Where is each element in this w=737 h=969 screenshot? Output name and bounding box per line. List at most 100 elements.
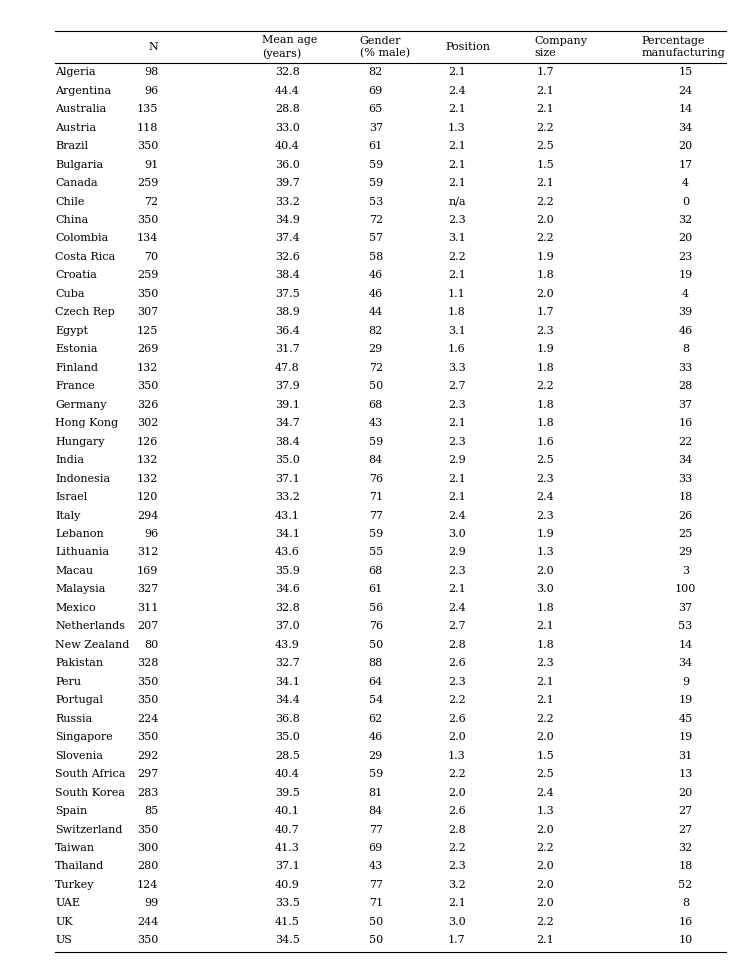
Text: 132: 132 [137, 474, 158, 484]
Text: 300: 300 [137, 843, 158, 853]
Text: Czech Rep: Czech Rep [55, 307, 115, 318]
Text: Germany: Germany [55, 399, 107, 410]
Text: 4: 4 [682, 178, 689, 188]
Text: 33: 33 [678, 474, 693, 484]
Text: 28.8: 28.8 [275, 104, 300, 114]
Text: 32: 32 [678, 843, 693, 853]
Text: 2.0: 2.0 [537, 898, 554, 909]
Text: 10: 10 [678, 935, 693, 946]
Text: 50: 50 [368, 935, 383, 946]
Text: 2.0: 2.0 [537, 880, 554, 890]
Text: Russia: Russia [55, 714, 93, 724]
Text: 32.7: 32.7 [275, 658, 300, 669]
Text: 61: 61 [368, 141, 383, 151]
Text: 59: 59 [368, 178, 383, 188]
Text: 36.0: 36.0 [275, 160, 300, 170]
Text: Lithuania: Lithuania [55, 547, 109, 557]
Text: 2.3: 2.3 [448, 861, 466, 871]
Text: 61: 61 [368, 584, 383, 594]
Text: 53: 53 [368, 197, 383, 206]
Text: 32.8: 32.8 [275, 67, 300, 78]
Text: 1.1: 1.1 [448, 289, 466, 298]
Text: 40.7: 40.7 [275, 825, 300, 834]
Text: 29: 29 [368, 751, 383, 761]
Text: 19: 19 [678, 695, 693, 705]
Text: 32.8: 32.8 [275, 603, 300, 613]
Text: 350: 350 [137, 733, 158, 742]
Text: 328: 328 [137, 658, 158, 669]
Text: 53: 53 [678, 621, 693, 632]
Text: 3.2: 3.2 [448, 880, 466, 890]
Text: Pakistan: Pakistan [55, 658, 103, 669]
Text: 52: 52 [678, 880, 693, 890]
Text: 65: 65 [368, 104, 383, 114]
Text: 33.0: 33.0 [275, 123, 300, 133]
Text: 20: 20 [678, 788, 693, 797]
Text: 46: 46 [368, 289, 383, 298]
Text: 20: 20 [678, 141, 693, 151]
Text: 33: 33 [678, 362, 693, 373]
Text: 2.1: 2.1 [448, 178, 466, 188]
Text: 2.5: 2.5 [537, 455, 554, 465]
Text: 29: 29 [678, 547, 693, 557]
Text: 16: 16 [678, 419, 693, 428]
Text: 3.3: 3.3 [448, 362, 466, 373]
Text: Mean age
(years): Mean age (years) [262, 36, 317, 58]
Text: 84: 84 [368, 806, 383, 816]
Text: 37.0: 37.0 [275, 621, 300, 632]
Text: Percentage
manufacturing: Percentage manufacturing [641, 36, 725, 58]
Text: 37.1: 37.1 [275, 861, 300, 871]
Text: 307: 307 [137, 307, 158, 318]
Text: 3.0: 3.0 [448, 917, 466, 927]
Text: 2.1: 2.1 [537, 695, 554, 705]
Text: 91: 91 [144, 160, 158, 170]
Text: 132: 132 [137, 455, 158, 465]
Text: 96: 96 [144, 529, 158, 539]
Text: 2.8: 2.8 [448, 640, 466, 650]
Text: UAE: UAE [55, 898, 80, 909]
Text: 54: 54 [368, 695, 383, 705]
Text: 40.9: 40.9 [275, 880, 300, 890]
Text: South Africa: South Africa [55, 769, 126, 779]
Text: 27: 27 [678, 825, 693, 834]
Text: 64: 64 [368, 676, 383, 687]
Text: 2.3: 2.3 [448, 676, 466, 687]
Text: 2.2: 2.2 [448, 695, 466, 705]
Text: 40.1: 40.1 [275, 806, 300, 816]
Text: 68: 68 [368, 566, 383, 576]
Text: 59: 59 [368, 769, 383, 779]
Text: 35.0: 35.0 [275, 455, 300, 465]
Text: New Zealand: New Zealand [55, 640, 130, 650]
Text: Peru: Peru [55, 676, 81, 687]
Text: Switzerland: Switzerland [55, 825, 122, 834]
Text: 96: 96 [144, 85, 158, 96]
Text: 33.5: 33.5 [275, 898, 300, 909]
Text: 2.3: 2.3 [537, 326, 554, 336]
Text: Croatia: Croatia [55, 270, 97, 280]
Text: 2.1: 2.1 [448, 419, 466, 428]
Text: 350: 350 [137, 825, 158, 834]
Text: 2.2: 2.2 [537, 714, 554, 724]
Text: 2.6: 2.6 [448, 806, 466, 816]
Text: 50: 50 [368, 917, 383, 927]
Text: South Korea: South Korea [55, 788, 125, 797]
Text: Indonesia: Indonesia [55, 474, 111, 484]
Text: Turkey: Turkey [55, 880, 95, 890]
Text: 135: 135 [137, 104, 158, 114]
Text: 2.0: 2.0 [537, 825, 554, 834]
Text: 280: 280 [137, 861, 158, 871]
Text: 36.4: 36.4 [275, 326, 300, 336]
Text: 1.5: 1.5 [537, 751, 554, 761]
Text: 269: 269 [137, 344, 158, 355]
Text: 2.1: 2.1 [448, 492, 466, 502]
Text: 311: 311 [137, 603, 158, 613]
Text: Position: Position [446, 42, 491, 52]
Text: 4: 4 [682, 289, 689, 298]
Text: Taiwan: Taiwan [55, 843, 95, 853]
Text: 9: 9 [682, 676, 689, 687]
Text: 34.6: 34.6 [275, 584, 300, 594]
Text: 169: 169 [137, 566, 158, 576]
Text: Italy: Italy [55, 511, 80, 520]
Text: 35.9: 35.9 [275, 566, 300, 576]
Text: 294: 294 [137, 511, 158, 520]
